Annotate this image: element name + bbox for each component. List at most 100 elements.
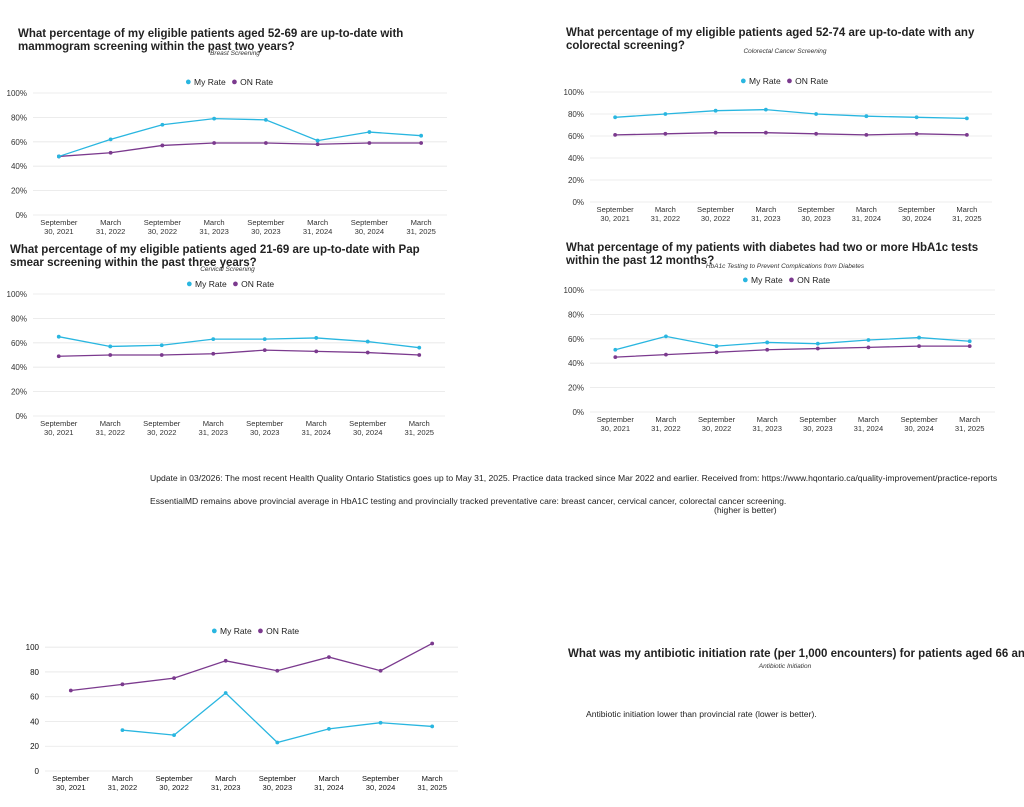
legend-my-rate-marker: ● xyxy=(186,278,193,290)
chart-title: What percentage of my eligible patients … xyxy=(566,27,975,52)
data-point-on-rate xyxy=(160,143,165,148)
chart-panel-pap: What percentage of my eligible patients … xyxy=(0,0,470,445)
series-line-my-rate xyxy=(615,335,970,351)
data-point-my-rate xyxy=(172,733,176,737)
data-point-my-rate xyxy=(263,117,268,122)
y-tick-label: 80% xyxy=(568,110,584,119)
series-line-my-rate xyxy=(58,117,422,158)
chart-title: What percentage of my eligible patients … xyxy=(18,28,404,53)
y-tick-label: 60% xyxy=(568,132,584,141)
data-point-on-rate xyxy=(365,350,370,355)
x-tick-label: September 30, 2023 xyxy=(246,419,284,437)
data-point-my-rate xyxy=(814,112,819,116)
x-tick-label: March 31, 2025 xyxy=(406,218,436,236)
data-point-on-rate xyxy=(814,131,819,136)
x-tick-label: March 31, 2025 xyxy=(952,205,982,223)
y-tick-label: 0 xyxy=(35,767,40,776)
x-tick-label: March 31, 2022 xyxy=(108,774,138,792)
y-tick-label: 40% xyxy=(568,359,584,368)
data-point-on-rate xyxy=(967,344,972,349)
series-line-on-rate xyxy=(58,142,422,158)
chart-subtitle: Breast Screening xyxy=(210,50,260,57)
data-point-my-rate xyxy=(765,340,770,345)
y-tick-label: 20 xyxy=(30,742,39,751)
x-tick-label: September 30, 2021 xyxy=(52,774,90,792)
data-point-my-rate xyxy=(108,137,113,142)
data-point-my-rate xyxy=(327,727,331,731)
data-point-on-rate xyxy=(430,641,435,646)
y-tick-label: 60% xyxy=(11,339,27,348)
data-point-on-rate xyxy=(664,352,668,357)
legend-my-rate-marker: ● xyxy=(742,274,749,286)
chart-panel-colorectal: What percentage of my eligible patients … xyxy=(0,0,1024,245)
y-tick-label: 0% xyxy=(15,211,27,220)
y-tick-label: 0% xyxy=(572,198,584,207)
data-point-on-rate xyxy=(56,354,61,359)
y-tick-label: 40% xyxy=(568,154,584,163)
data-point-on-rate xyxy=(211,351,216,356)
data-point-on-rate xyxy=(314,349,319,354)
data-point-on-rate xyxy=(212,141,217,145)
x-tick-label: March 31, 2024 xyxy=(303,218,333,236)
data-point-my-rate xyxy=(430,724,435,729)
y-tick-label: 100% xyxy=(564,286,584,295)
x-tick-label: September 30, 2023 xyxy=(799,415,837,433)
data-point-on-rate xyxy=(172,676,176,681)
x-tick-label: March 31, 2024 xyxy=(301,419,331,437)
data-point-my-rate xyxy=(367,130,372,134)
data-point-on-rate xyxy=(108,353,113,357)
data-point-my-rate xyxy=(419,133,424,138)
data-point-my-rate xyxy=(964,116,969,121)
data-point-on-rate xyxy=(120,682,125,687)
x-tick-label: March 31, 2023 xyxy=(211,774,241,792)
data-point-my-rate xyxy=(56,154,61,159)
y-tick-label: 20% xyxy=(568,176,584,185)
data-point-on-rate xyxy=(714,350,719,355)
series-line-my-rate xyxy=(122,692,433,744)
data-point-my-rate xyxy=(914,115,919,120)
chart-plot-colorectal: 0% 20% 40% 60% 80% 100% September 30, 2021 March… xyxy=(564,88,992,223)
series-line-on-rate xyxy=(615,132,967,136)
data-point-my-rate xyxy=(713,108,718,113)
x-tick-label: March 31, 2023 xyxy=(752,415,782,433)
x-tick-label: March 31, 2025 xyxy=(404,419,434,437)
x-tick-label: September 30, 2021 xyxy=(40,419,78,437)
series-line-my-rate xyxy=(58,336,420,349)
data-point-my-rate xyxy=(763,107,768,112)
x-tick-label: September 30, 2022 xyxy=(144,218,182,236)
data-point-on-rate xyxy=(262,348,267,353)
legend-my-rate-label: My Rate xyxy=(194,77,226,87)
higher-better-note: (higher is better) xyxy=(714,505,777,515)
data-point-on-rate xyxy=(864,133,869,137)
y-tick-label: 100% xyxy=(564,88,584,97)
chart-panel-mammogram: What percentage of my eligible patients … xyxy=(0,0,470,245)
data-point-my-rate xyxy=(108,344,113,349)
y-tick-label: 40 xyxy=(30,717,39,726)
y-tick-label: 80% xyxy=(568,310,584,319)
data-point-on-rate xyxy=(964,133,969,137)
chart-plot-pap: 0% 20% 40% 60% 80% 100% September 30, 2021 March… xyxy=(7,290,445,437)
data-point-my-rate xyxy=(314,336,319,340)
y-tick-label: 40% xyxy=(11,363,27,372)
y-tick-label: 0% xyxy=(572,408,584,417)
data-point-on-rate xyxy=(367,141,372,145)
x-tick-label: September 30, 2024 xyxy=(900,415,938,433)
data-point-on-rate xyxy=(763,130,768,135)
x-tick-label: March 31, 2022 xyxy=(95,419,125,437)
x-tick-label: September 30, 2024 xyxy=(898,205,936,223)
legend-on-rate-marker: ● xyxy=(788,274,795,286)
legend-on-rate-label: ON Rate xyxy=(266,626,300,636)
data-point-on-rate xyxy=(159,353,164,357)
data-point-on-rate xyxy=(917,344,921,349)
chart-legend: ● My Rate ● ON Rate xyxy=(185,77,273,88)
y-tick-label: 0% xyxy=(15,412,27,421)
data-point-my-rate xyxy=(663,112,668,116)
data-point-on-rate xyxy=(419,141,424,145)
y-tick-label: 60% xyxy=(568,335,584,344)
data-point-my-rate xyxy=(917,335,921,340)
legend-my-rate-label: My Rate xyxy=(749,76,781,86)
x-tick-label: September 30, 2022 xyxy=(143,419,181,437)
x-tick-label: September 30, 2022 xyxy=(697,205,735,223)
chart-legend: ● My Rate ● ON Rate xyxy=(211,626,300,637)
